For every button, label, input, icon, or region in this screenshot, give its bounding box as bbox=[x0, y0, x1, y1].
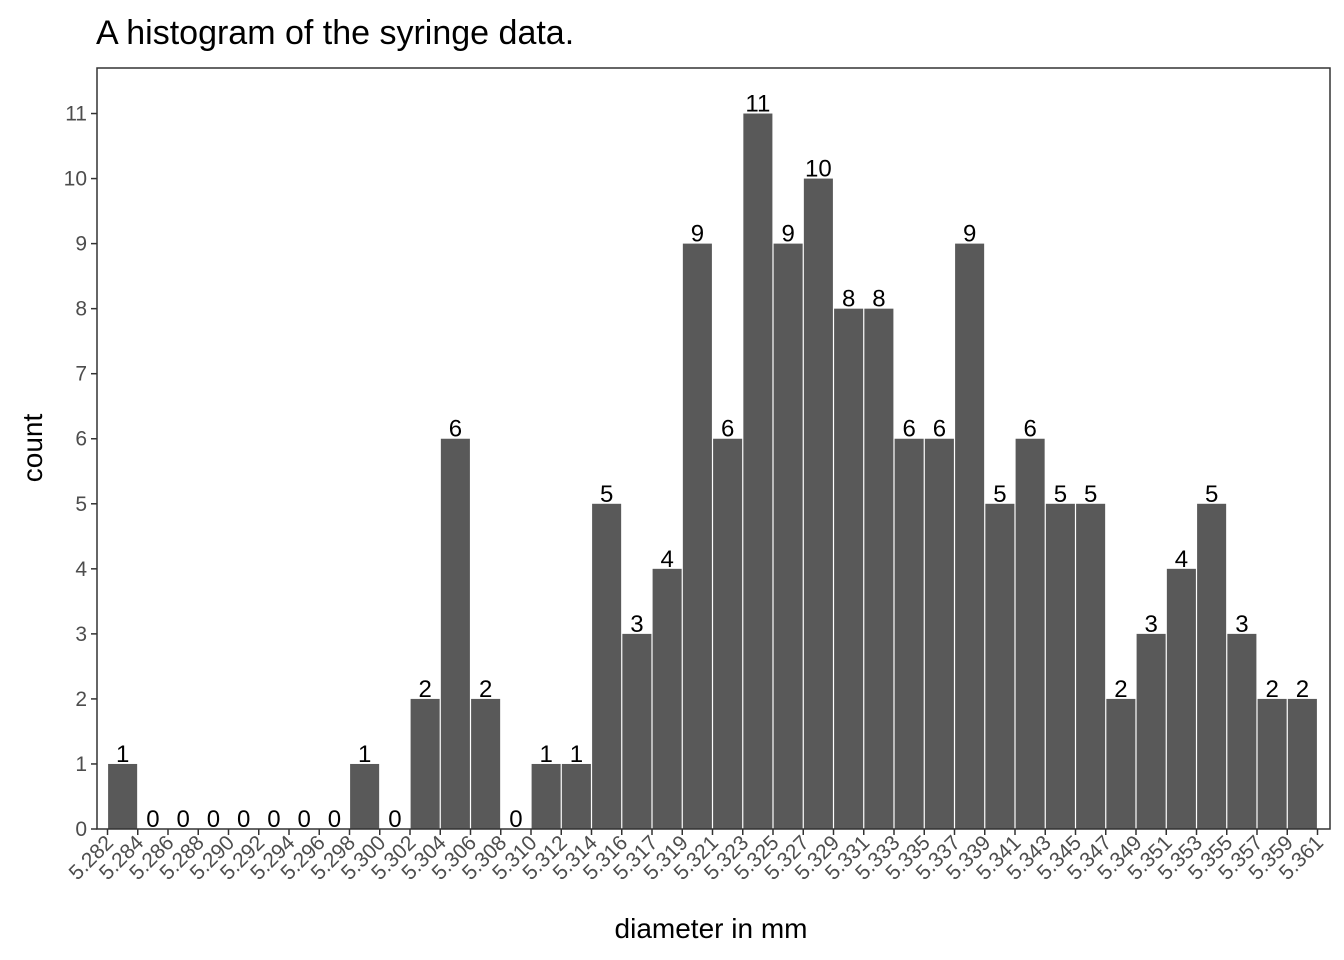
bar-count-label: 3 bbox=[630, 611, 643, 638]
bar-count-label: 0 bbox=[328, 806, 341, 833]
bar-count-label: 2 bbox=[1114, 676, 1127, 703]
histogram-bar bbox=[1045, 503, 1075, 829]
histogram-bar bbox=[985, 503, 1015, 829]
histogram-bar bbox=[1166, 568, 1196, 829]
y-axis: 0 1 2 3 4 5 6 7 8 9 10 11 bbox=[64, 103, 97, 841]
histogram-bar bbox=[834, 308, 864, 830]
bar-count-label: 0 bbox=[207, 806, 220, 833]
x-axis-title: diameter in mm bbox=[615, 913, 808, 944]
histogram-bar bbox=[410, 698, 440, 829]
histogram-bar bbox=[592, 503, 622, 829]
histogram-bar bbox=[924, 438, 954, 829]
bar-count-label: 1 bbox=[116, 741, 129, 768]
bar-count-label: 0 bbox=[297, 806, 310, 833]
histogram-bar bbox=[440, 438, 470, 829]
panel-border bbox=[96, 67, 1331, 830]
y-tick-label: 4 bbox=[75, 558, 87, 581]
histogram-bar bbox=[713, 438, 743, 829]
bar-count-label: 1 bbox=[570, 741, 583, 768]
histogram-bar bbox=[1227, 633, 1257, 829]
bar-count-label: 2 bbox=[1296, 676, 1309, 703]
chart-title: A histogram of the syringe data. bbox=[96, 14, 574, 52]
bar-count-label: 6 bbox=[1023, 416, 1036, 443]
y-tick-label: 11 bbox=[65, 103, 87, 126]
bar-count-label: 0 bbox=[509, 806, 522, 833]
histogram-bar bbox=[1015, 438, 1045, 829]
bar-count-label: 5 bbox=[1054, 481, 1067, 508]
histogram-bar bbox=[955, 243, 985, 830]
y-tick-label: 3 bbox=[75, 623, 87, 646]
bar-count-label: 6 bbox=[721, 416, 734, 443]
bar-count-label: 6 bbox=[902, 416, 915, 443]
histogram-bar bbox=[1076, 503, 1106, 829]
bar-count-label: 2 bbox=[479, 676, 492, 703]
bar-count-label: 6 bbox=[933, 416, 946, 443]
histogram-bar bbox=[894, 438, 924, 829]
bar-count-label: 5 bbox=[600, 481, 613, 508]
bar-count-label: 0 bbox=[267, 806, 280, 833]
histogram-bar bbox=[803, 178, 833, 830]
bar-count-label: 2 bbox=[418, 676, 431, 703]
histogram-bar bbox=[864, 308, 894, 830]
histogram-bar bbox=[350, 763, 380, 829]
bar-count-label: 2 bbox=[1265, 676, 1278, 703]
histogram-bar bbox=[682, 243, 712, 830]
bar-count-label: 9 bbox=[691, 221, 704, 248]
y-tick-label: 5 bbox=[75, 493, 87, 516]
histogram-bar bbox=[471, 698, 501, 829]
bar-count-label: 10 bbox=[805, 156, 832, 183]
y-tick-label: 10 bbox=[64, 168, 87, 191]
bar-count-label: 0 bbox=[388, 806, 401, 833]
bar-count-label: 3 bbox=[1235, 611, 1248, 638]
bar-count-label: 11 bbox=[745, 91, 770, 118]
y-tick-label: 7 bbox=[75, 363, 87, 386]
bar-count-label: 8 bbox=[872, 286, 885, 313]
histogram-bar bbox=[531, 763, 561, 829]
bar-count-label: 5 bbox=[993, 481, 1006, 508]
bars-layer bbox=[108, 113, 1317, 830]
bar-count-label: 0 bbox=[237, 806, 250, 833]
y-tick-label: 2 bbox=[75, 688, 87, 711]
bar-count-label: 8 bbox=[842, 286, 855, 313]
bar-count-label: 0 bbox=[146, 806, 159, 833]
histogram-bar bbox=[773, 243, 803, 830]
histogram-bar bbox=[622, 633, 652, 829]
bar-count-label: 1 bbox=[539, 741, 552, 768]
y-tick-label: 8 bbox=[75, 298, 87, 321]
bar-count-label: 6 bbox=[449, 416, 462, 443]
histogram-bar bbox=[108, 763, 138, 829]
histogram-bar bbox=[1287, 698, 1317, 829]
bar-count-label: 4 bbox=[1175, 546, 1188, 573]
bar-count-label: 5 bbox=[1205, 481, 1218, 508]
bar-count-label: 3 bbox=[1144, 611, 1157, 638]
y-tick-label: 1 bbox=[75, 753, 87, 776]
histogram-bar bbox=[1106, 698, 1136, 829]
bar-count-label: 5 bbox=[1084, 481, 1097, 508]
bar-count-label: 9 bbox=[781, 221, 794, 248]
histogram-bar bbox=[1257, 698, 1287, 829]
histogram-bar bbox=[1136, 633, 1166, 829]
x-axis: 5.2825.2845.2865.2885.2905.2925.2945.296… bbox=[65, 829, 1328, 885]
bar-count-label: 0 bbox=[176, 806, 189, 833]
y-tick-label: 6 bbox=[75, 428, 87, 451]
y-axis-title: count bbox=[17, 414, 48, 483]
y-tick-label: 9 bbox=[75, 233, 87, 256]
bar-count-label: 9 bbox=[963, 221, 976, 248]
bar-count-label: 4 bbox=[660, 546, 673, 573]
histogram-bar bbox=[1197, 503, 1227, 829]
histogram-bar bbox=[652, 568, 682, 829]
histogram-bar bbox=[561, 763, 591, 829]
histogram-bar bbox=[743, 113, 773, 830]
y-tick-label: 0 bbox=[75, 818, 87, 841]
bar-count-label: 1 bbox=[358, 741, 371, 768]
